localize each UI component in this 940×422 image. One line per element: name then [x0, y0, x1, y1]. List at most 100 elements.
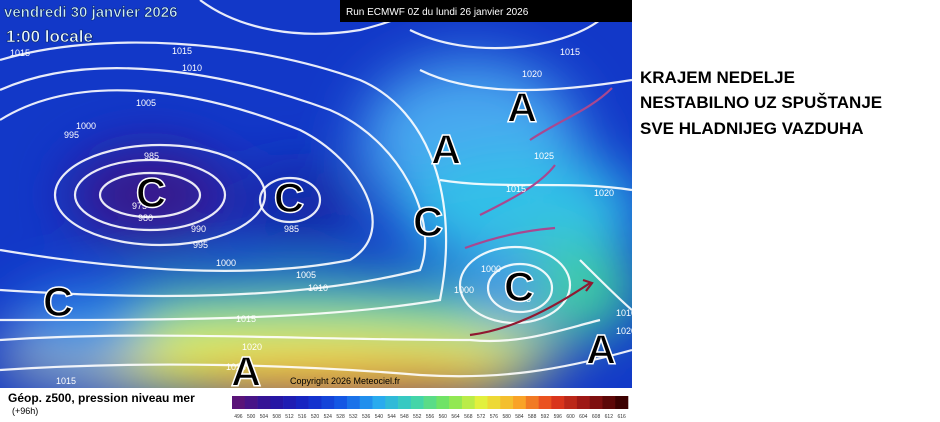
pressure-label: 985 [144, 151, 159, 161]
colorbar-label: 512 [285, 414, 294, 420]
pressure-label: 1020 [616, 326, 632, 336]
colorbar-label: 524 [324, 414, 333, 420]
colorbar-label: 608 [592, 414, 601, 420]
colorbar-swatch [410, 396, 424, 409]
colorbar-swatch [525, 396, 539, 409]
isobars [0, 0, 632, 378]
pressure-center: A [507, 84, 537, 131]
pressure-label: 1010 [182, 63, 202, 73]
colorbar-swatch [449, 396, 463, 409]
colorbar-label: 576 [490, 414, 499, 420]
colorbar-swatch [513, 396, 527, 409]
weather-map: Run ECMWF 0Z du lundi 26 janvier 2026 ve… [0, 0, 632, 388]
pressure-label: 1015 [236, 314, 256, 324]
colorbar-label: 548 [400, 414, 409, 420]
colorbar-swatch [461, 396, 476, 409]
colorbar-label: 508 [273, 414, 282, 420]
pressure-label: 1015 [56, 376, 76, 386]
colorbar-swatch [359, 396, 373, 409]
colorbar-label: 584 [515, 414, 524, 420]
colorbar-swatch [615, 396, 629, 409]
colorbar-label: 540 [375, 414, 384, 420]
pressure-label: 1005 [136, 98, 156, 108]
pressure-label: 1025 [534, 151, 554, 161]
colorbar-label: 568 [464, 414, 473, 420]
pressure-label: 1015 [506, 184, 526, 194]
pressure-label: 1020 [594, 188, 614, 198]
colorbar-swatch [564, 396, 578, 409]
pressure-center: C [504, 263, 534, 310]
pressure-label: 1015 [10, 48, 30, 58]
colorbar-label: 552 [413, 414, 422, 420]
pressure-center: C [136, 169, 166, 216]
colorbar-swatch [589, 396, 603, 409]
colorbar-swatch [385, 396, 399, 409]
time-label: 1:00 locale [6, 27, 93, 46]
colorbar-swatch [232, 396, 246, 409]
pressure-label: 1015 [560, 47, 580, 57]
pressure-label: 995 [193, 240, 208, 250]
pressure-label: 1000 [216, 258, 236, 268]
pressure-label: 1000 [76, 121, 96, 131]
pressure-center: A [231, 348, 261, 388]
pressure-center: C [43, 278, 73, 325]
legend-title: Géop. z500, pression niveau mer [8, 391, 195, 405]
pressure-label: 990 [191, 224, 206, 234]
run-bar [340, 0, 632, 22]
colorbar-swatch [334, 396, 348, 409]
colorbar-swatch [295, 396, 309, 409]
pressure-center: A [431, 126, 461, 173]
pressure-label: 1005 [296, 270, 316, 280]
colorbar-swatch [551, 396, 565, 409]
run-label: Run ECMWF 0Z du lundi 26 janvier 2026 [346, 7, 529, 18]
pressure-center: C [413, 198, 443, 245]
pressure-label: 1000 [454, 285, 474, 295]
colorbar-label: 604 [579, 414, 588, 420]
colorbar-swatch [576, 396, 590, 409]
colorbar-swatch [487, 396, 501, 409]
pressure-label: 1020 [522, 69, 542, 79]
colorbar-swatch [270, 396, 284, 409]
pressure-label: 985 [284, 224, 299, 234]
colorbar-label: 600 [566, 414, 575, 420]
colorbar-swatch [244, 396, 258, 409]
pressure-label: 980 [138, 213, 153, 223]
colorbar-label: 556 [426, 414, 435, 420]
pressure-label: 1015 [172, 46, 192, 56]
pressure-label: 975 [132, 201, 147, 211]
colorbar-swatch [321, 396, 335, 409]
pressure-label: 1010 [616, 308, 632, 318]
colorbar-label: 500 [247, 414, 256, 420]
legend-step: (+96h) [12, 406, 39, 416]
annotation-line: KRAJEM NEDELJE [640, 68, 795, 87]
pressure-center: C [274, 174, 304, 221]
colorbar-label: 532 [349, 414, 358, 420]
colorbar-label: 572 [477, 414, 486, 420]
pressure-label: 1020 [242, 342, 262, 352]
colorbar-label: 528 [336, 414, 345, 420]
colorbar-label: 496 [234, 414, 243, 420]
colorbar-swatch [538, 396, 552, 409]
colorbar-label: 520 [311, 414, 320, 420]
arrows [464, 87, 613, 337]
pressure-label: 1000 [481, 264, 501, 274]
copyright: Copyright 2026 Meteociel.fr [290, 376, 400, 386]
colorbar-label: 560 [439, 414, 448, 420]
colorbar-label: 504 [260, 414, 269, 420]
colorbar-swatch [346, 396, 361, 409]
pressure-center: A [586, 326, 616, 373]
colorbar-label: 588 [528, 414, 537, 420]
colorbar-label: 612 [605, 414, 614, 420]
colorbar-label: 592 [541, 414, 550, 420]
colorbar-swatch [398, 396, 412, 409]
colorbar-swatch [436, 396, 450, 409]
colorbar-label: 544 [388, 414, 397, 420]
pressure-label: 1010 [308, 283, 328, 293]
colorbar-swatch [372, 396, 386, 409]
colorbar-swatch [423, 396, 437, 409]
colorbar-label: 536 [362, 414, 371, 420]
pressure-label: 995 [64, 130, 79, 140]
annotation-line: SVE HLADNIJEG VAZDUHA [640, 119, 864, 138]
colorbar-label: 596 [554, 414, 563, 420]
